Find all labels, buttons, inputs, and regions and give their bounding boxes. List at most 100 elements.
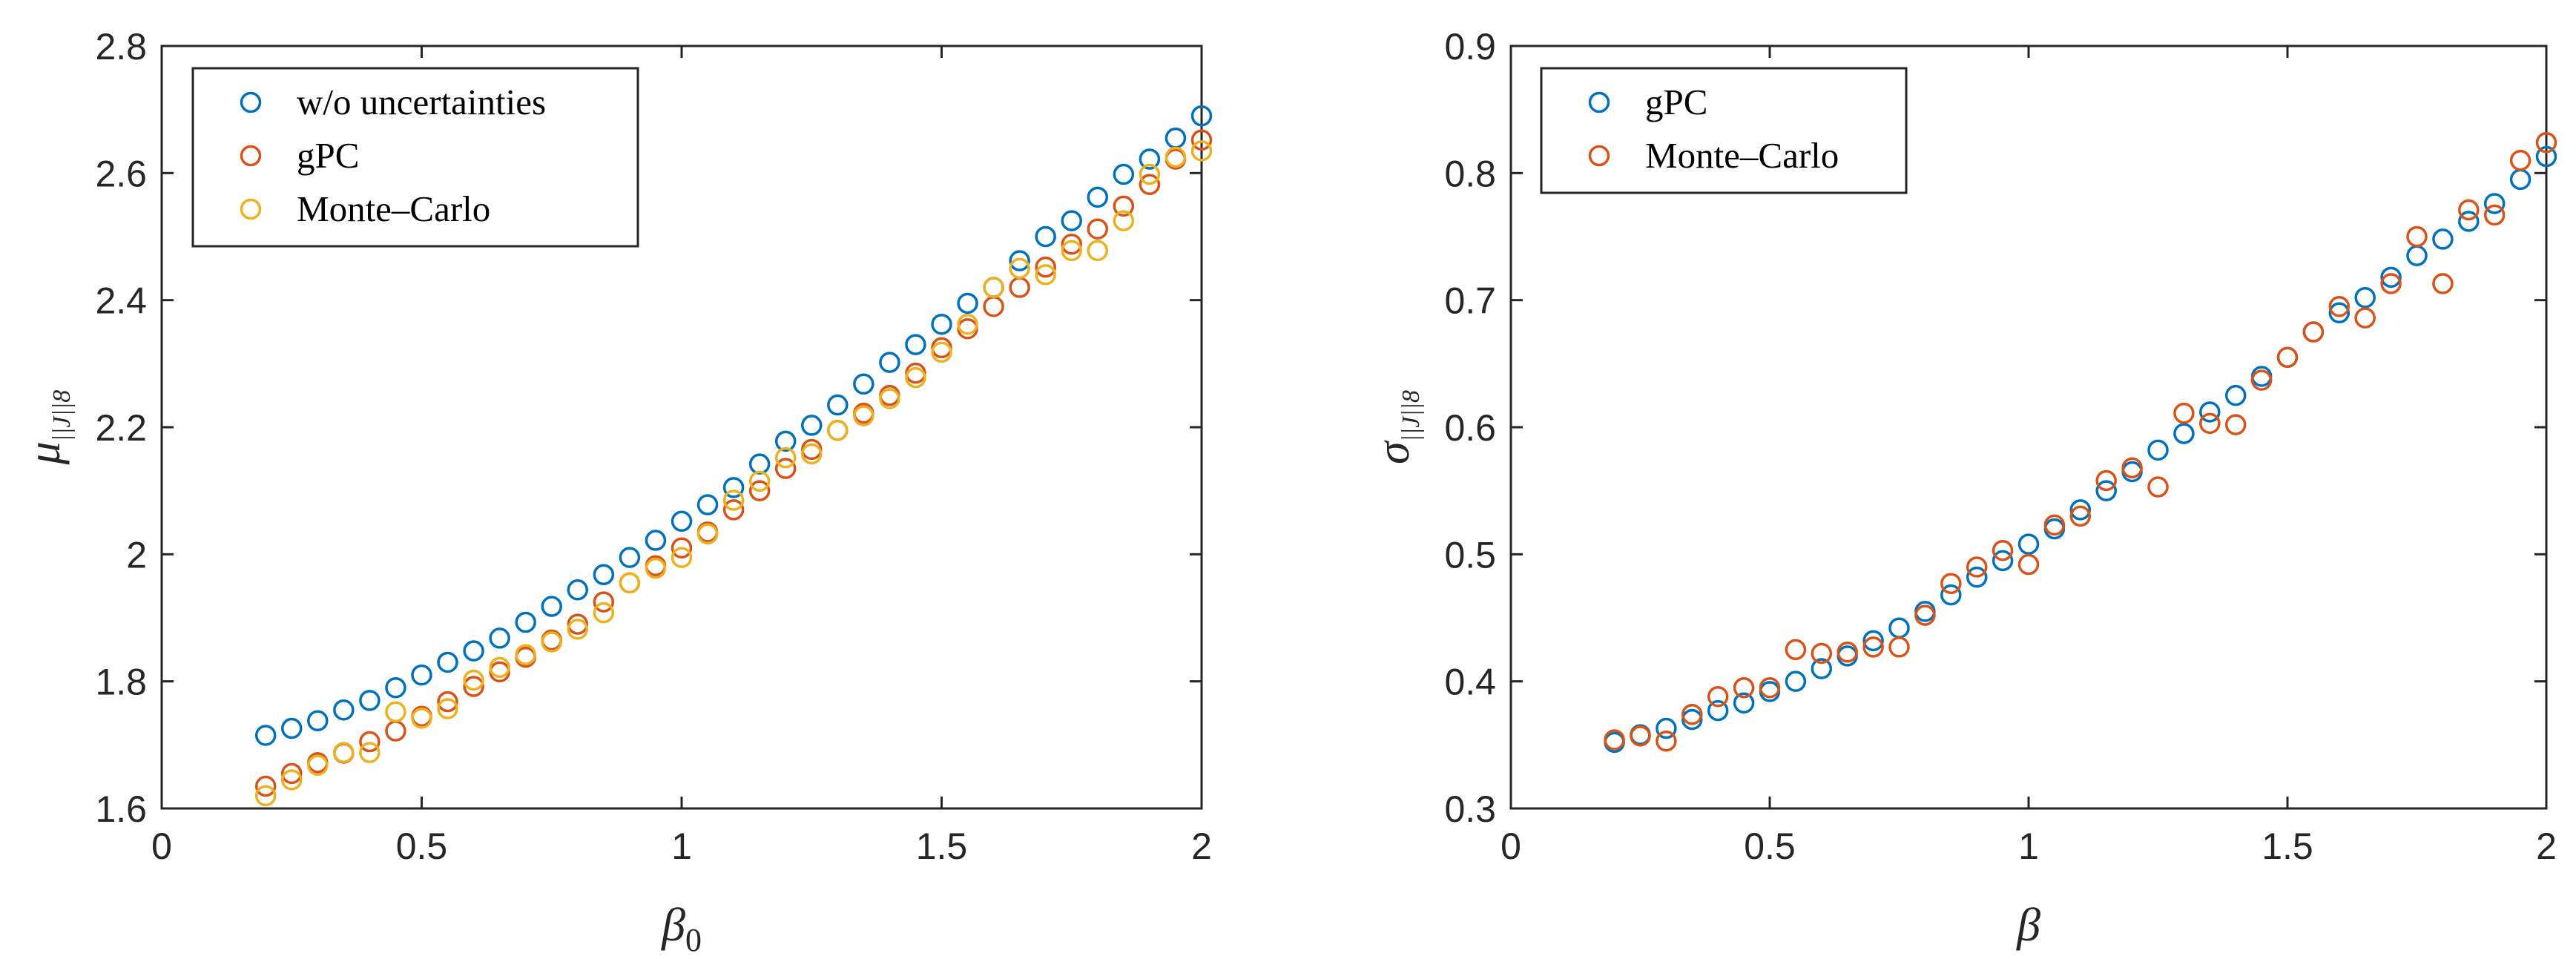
data-point — [541, 596, 562, 617]
data-point — [722, 477, 745, 498]
data-point — [411, 664, 432, 686]
legend-label: w/o uncertainties — [297, 82, 546, 122]
data-point — [2173, 402, 2195, 424]
data-point — [2354, 286, 2376, 309]
x-tick-label: 0 — [1501, 825, 1521, 867]
y-tick-label: 0.3 — [1444, 788, 1496, 830]
data-point — [1966, 556, 1988, 578]
x-axis-subscript: 0 — [685, 922, 702, 958]
data-point — [1862, 630, 1884, 652]
data-point — [2199, 401, 2221, 423]
data-point — [254, 775, 277, 797]
x-axis-label: β0 — [660, 898, 702, 958]
y-axis-symbol: σ — [1368, 440, 1419, 464]
y-axis-symbol: μ — [19, 441, 70, 465]
data-point — [801, 443, 823, 465]
data-point — [879, 388, 900, 409]
data-point — [593, 564, 615, 585]
legend-marker — [1588, 91, 1610, 113]
data-point — [567, 613, 589, 635]
data-point — [2483, 193, 2506, 214]
data-point — [2432, 228, 2454, 250]
data-point — [281, 762, 303, 785]
data-point — [1139, 148, 1161, 170]
data-point — [281, 769, 303, 791]
x-tick-label: 2 — [1191, 825, 1212, 867]
data-point — [1733, 676, 1755, 699]
data-point — [1087, 218, 1109, 240]
data-point — [879, 352, 900, 373]
x-tick-label: 1.5 — [916, 825, 968, 867]
data-point — [2095, 480, 2117, 501]
data-point — [1190, 140, 1213, 162]
data-point — [1009, 257, 1030, 280]
x-axis-symbol: β — [2015, 898, 2040, 951]
data-point — [1190, 129, 1213, 151]
data-point — [827, 394, 849, 416]
y-tick-label: 1.8 — [95, 662, 147, 703]
data-point — [1630, 725, 1651, 747]
data-point — [1165, 127, 1187, 149]
data-point — [567, 579, 589, 601]
data-point — [1009, 250, 1030, 271]
data-point — [333, 742, 355, 763]
data-point — [463, 640, 484, 662]
data-point — [1061, 240, 1082, 262]
data-point — [671, 547, 693, 568]
data-point — [774, 458, 797, 479]
data-point — [1707, 699, 1729, 722]
data-point — [748, 480, 771, 501]
data-point — [2224, 384, 2247, 406]
y-tick-label: 2.8 — [95, 26, 147, 67]
data-point — [2328, 295, 2351, 317]
data-point — [593, 602, 615, 624]
legend-marker — [240, 198, 262, 220]
left-chart-panel: 0 0.5 1 1.5 21.61.822.22.42.62.8β0μ||J||8w/o… — [19, 26, 1213, 958]
data-point — [1992, 539, 2014, 561]
data-point — [541, 631, 562, 653]
series-w-o-uncertainties — [254, 105, 1213, 746]
y-tick-label: 1.6 — [95, 788, 147, 830]
data-point — [1604, 729, 1625, 751]
data-point — [1035, 256, 1056, 278]
data-point — [2173, 423, 2195, 444]
data-point — [619, 547, 641, 568]
data-point — [645, 530, 667, 551]
data-point — [801, 438, 823, 461]
y-tick-label: 0.5 — [1444, 534, 1496, 576]
data-point — [957, 317, 978, 340]
data-point — [359, 690, 381, 711]
series-monte-carlo — [254, 140, 1213, 807]
y-tick-label: 0.6 — [1444, 407, 1496, 449]
data-point — [385, 701, 406, 723]
data-point — [463, 676, 484, 697]
y-axis-label: μ||J||8 — [19, 390, 76, 466]
data-point — [1061, 234, 1082, 255]
data-point — [1656, 717, 1677, 739]
data-point — [1992, 550, 2014, 572]
data-point — [385, 720, 406, 742]
y-tick-label: 2.4 — [95, 280, 147, 322]
data-point — [2069, 499, 2092, 521]
data-point — [853, 373, 874, 395]
y-axis-subscript: ||J||8 — [1397, 390, 1425, 441]
data-point — [2535, 131, 2557, 154]
data-point — [1785, 670, 1807, 692]
series-monte-carlo — [1604, 131, 2557, 752]
data-point — [2328, 302, 2351, 324]
y-axis-subscript: ||J||8 — [48, 390, 76, 441]
data-point — [2043, 514, 2066, 536]
y-tick-label: 0.9 — [1444, 26, 1496, 67]
data-point — [437, 698, 458, 719]
data-point — [489, 627, 510, 649]
data-point — [1061, 210, 1082, 231]
data-point — [2302, 321, 2325, 343]
data-point — [983, 295, 1004, 317]
data-point — [1656, 730, 1677, 752]
data-point — [1113, 210, 1135, 231]
data-point — [801, 415, 823, 436]
data-point — [1914, 604, 1936, 626]
legend-marker — [240, 145, 262, 167]
y-tick-label: 0.8 — [1444, 153, 1496, 194]
data-point — [2458, 211, 2480, 232]
